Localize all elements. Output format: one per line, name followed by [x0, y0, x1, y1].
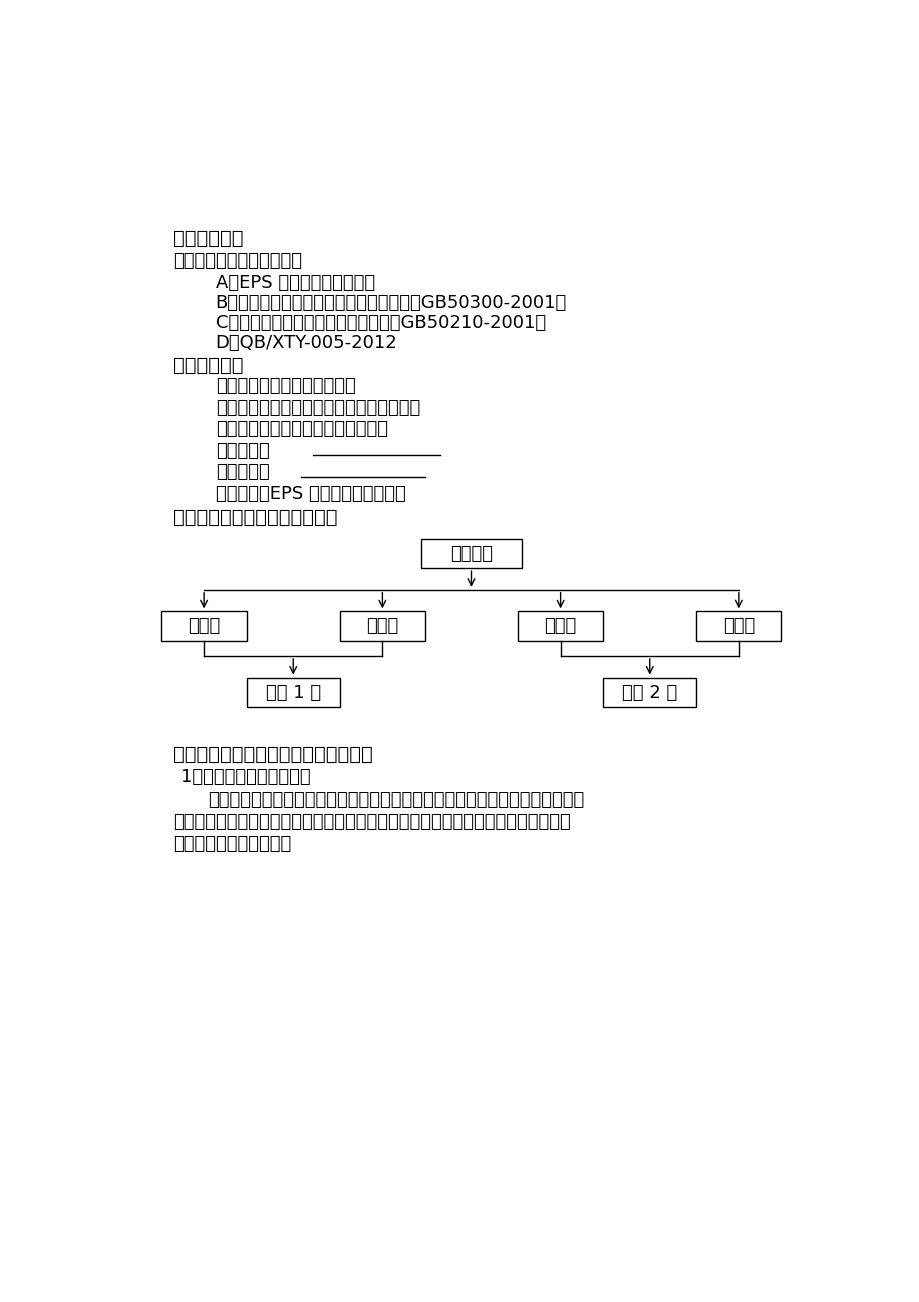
Text: C：《装饰装修工程质量验收规范》（GB50210-2001）: C：《装饰装修工程质量验收规范》（GB50210-2001） [216, 314, 545, 332]
Text: 效益最大化。劳动力计划: 效益最大化。劳动力计划 [173, 835, 291, 853]
Bar [246, 677, 339, 707]
Text: A：EPS 线条立面图及深化图: A：EPS 线条立面图及深化图 [216, 273, 374, 292]
Text: 的质量及经济效益，在保证质量及安全的前提下，尽量合理缩短工期，确保整体项目: 的质量及经济效益，在保证质量及安全的前提下，尽量合理缩短工期，确保整体项目 [173, 812, 571, 831]
Text: 工程名称：新庐国际广场一期: 工程名称：新庐国际广场一期 [216, 378, 355, 396]
Text: 质检员: 质检员 [366, 617, 398, 635]
Text: 四、施工准备、进度计划及劳动力安排: 四、施工准备、进度计划及劳动力安排 [173, 745, 372, 764]
Bar [421, 539, 521, 568]
Text: 材料员: 材料员 [544, 617, 576, 635]
Bar [339, 612, 425, 641]
Text: 根据业主及招标文件要求，为配合甲方、及各分包施工单位的整体施工产生最佳: 根据业主及招标文件要求，为配合甲方、及各分包施工单位的整体施工产生最佳 [208, 792, 584, 810]
Text: 三、项目组织管理机构（如图）: 三、项目组织管理机构（如图） [173, 508, 337, 527]
Bar [517, 612, 603, 641]
Text: 施工员: 施工员 [187, 617, 220, 635]
Text: 一、编制依据: 一、编制依据 [173, 229, 244, 249]
Bar [696, 612, 780, 641]
Text: 建设单位：美庐房地产开发有限公司: 建设单位：美庐房地产开发有限公司 [216, 421, 387, 439]
Bar [162, 612, 246, 641]
Text: 监理单位：: 监理单位： [216, 441, 269, 460]
Text: 安装 2 组: 安装 2 组 [621, 684, 676, 702]
Text: 1、总工期及进度计划安排: 1、总工期及进度计划安排 [181, 768, 311, 786]
Text: B：《建筑工程施工质量统一验收标准》（GB50300-2001）: B：《建筑工程施工质量统一验收标准》（GB50300-2001） [216, 294, 566, 312]
Text: 工程内容：EPS 装饰构件制作及安装: 工程内容：EPS 装饰构件制作及安装 [216, 486, 405, 503]
Text: 安全员: 安全员 [722, 617, 754, 635]
Text: D：QB/XTY-005-2012: D：QB/XTY-005-2012 [216, 335, 397, 352]
Text: 工程地点：庐江县城东大道与经四路交汇处: 工程地点：庐江县城东大道与经四路交汇处 [216, 398, 420, 417]
Text: 本技术方案编制依据如下：: 本技术方案编制依据如下： [173, 253, 301, 271]
Text: 二、工程概况: 二、工程概况 [173, 355, 244, 375]
Text: 安装 1 组: 安装 1 组 [266, 684, 321, 702]
Text: 施工单位：: 施工单位： [216, 464, 269, 482]
Text: 项目经理: 项目经理 [449, 546, 493, 562]
Bar [603, 677, 696, 707]
